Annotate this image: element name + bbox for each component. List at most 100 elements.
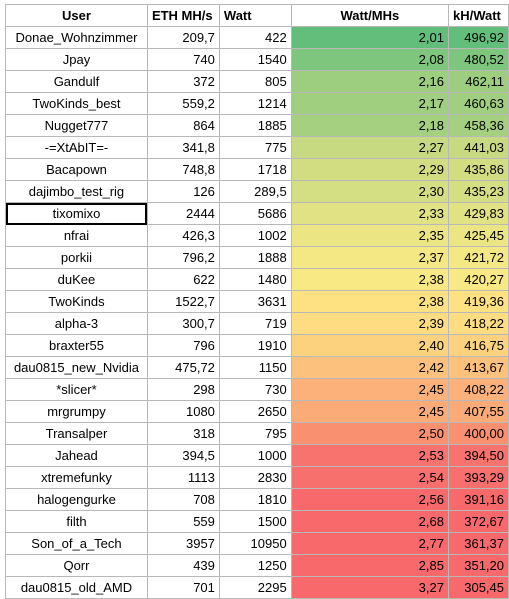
kh-per-watt-cell[interactable]: 418,22 [447, 312, 509, 335]
eth-cell[interactable]: 209,7 [146, 26, 220, 49]
eth-cell[interactable]: 796,2 [146, 246, 220, 269]
user-cell[interactable]: dau0815_old_AMD [5, 576, 148, 599]
watt-per-mhs-cell[interactable]: 2,68 [290, 510, 449, 533]
watt-per-mhs-cell[interactable]: 2,08 [290, 48, 449, 71]
eth-cell[interactable]: 864 [146, 114, 220, 137]
kh-per-watt-cell[interactable]: 400,00 [447, 422, 509, 445]
watt-per-mhs-cell[interactable]: 2,39 [290, 312, 449, 335]
user-cell[interactable]: Bacapown [5, 158, 148, 181]
user-cell[interactable]: Donae_Wohnzimmer [5, 26, 148, 49]
watt-per-mhs-cell[interactable]: 2,56 [290, 488, 449, 511]
watt-cell[interactable]: 422 [218, 26, 292, 49]
watt-per-mhs-cell[interactable]: 2,33 [290, 202, 449, 225]
eth-cell[interactable]: 475,72 [146, 356, 220, 379]
watt-cell[interactable]: 3631 [218, 290, 292, 313]
user-cell[interactable]: porkii [5, 246, 148, 269]
watt-per-mhs-cell[interactable]: 2,45 [290, 378, 449, 401]
eth-cell[interactable]: 701 [146, 576, 220, 599]
header-user[interactable]: User [5, 4, 148, 27]
watt-per-mhs-cell[interactable]: 2,18 [290, 114, 449, 137]
watt-cell[interactable]: 1885 [218, 114, 292, 137]
kh-per-watt-cell[interactable]: 420,27 [447, 268, 509, 291]
watt-per-mhs-cell[interactable]: 2,37 [290, 246, 449, 269]
watt-cell[interactable]: 1888 [218, 246, 292, 269]
eth-cell[interactable]: 559,2 [146, 92, 220, 115]
watt-per-mhs-cell[interactable]: 2,53 [290, 444, 449, 467]
kh-per-watt-cell[interactable]: 441,03 [447, 136, 509, 159]
user-cell[interactable]: nfrai [5, 224, 148, 247]
user-cell[interactable]: Qorr [5, 554, 148, 577]
user-cell[interactable]: Jpay [5, 48, 148, 71]
watt-cell[interactable]: 795 [218, 422, 292, 445]
watt-cell[interactable]: 2650 [218, 400, 292, 423]
watt-cell[interactable]: 1718 [218, 158, 292, 181]
user-cell[interactable]: dau0815_new_Nvidia [5, 356, 148, 379]
user-cell[interactable]: tixomixo [5, 202, 148, 225]
eth-cell[interactable]: 1080 [146, 400, 220, 423]
header-eth-mhs[interactable]: ETH MH/s [146, 4, 220, 27]
watt-per-mhs-cell[interactable]: 2,30 [290, 180, 449, 203]
watt-cell[interactable]: 719 [218, 312, 292, 335]
watt-cell[interactable]: 1250 [218, 554, 292, 577]
kh-per-watt-cell[interactable]: 393,29 [447, 466, 509, 489]
kh-per-watt-cell[interactable]: 435,23 [447, 180, 509, 203]
kh-per-watt-cell[interactable]: 460,63 [447, 92, 509, 115]
user-cell[interactable]: halogengurke [5, 488, 148, 511]
kh-per-watt-cell[interactable]: 419,36 [447, 290, 509, 313]
watt-cell[interactable]: 1910 [218, 334, 292, 357]
watt-per-mhs-cell[interactable]: 2,42 [290, 356, 449, 379]
eth-cell[interactable]: 300,7 [146, 312, 220, 335]
user-cell[interactable]: dajimbo_test_rig [5, 180, 148, 203]
user-cell[interactable]: Son_of_a_Tech [5, 532, 148, 555]
kh-per-watt-cell[interactable]: 421,72 [447, 246, 509, 269]
watt-cell[interactable]: 289,5 [218, 180, 292, 203]
watt-cell[interactable]: 1002 [218, 224, 292, 247]
eth-cell[interactable]: 1113 [146, 466, 220, 489]
watt-per-mhs-cell[interactable]: 2,01 [290, 26, 449, 49]
kh-per-watt-cell[interactable]: 416,75 [447, 334, 509, 357]
watt-per-mhs-cell[interactable]: 2,38 [290, 268, 449, 291]
user-cell[interactable]: Jahead [5, 444, 148, 467]
user-cell[interactable]: TwoKinds_best [5, 92, 148, 115]
eth-cell[interactable]: 126 [146, 180, 220, 203]
header-watt[interactable]: Watt [218, 4, 292, 27]
eth-cell[interactable]: 748,8 [146, 158, 220, 181]
eth-cell[interactable]: 622 [146, 268, 220, 291]
kh-per-watt-cell[interactable]: 351,20 [447, 554, 509, 577]
kh-per-watt-cell[interactable]: 407,55 [447, 400, 509, 423]
kh-per-watt-cell[interactable]: 462,11 [447, 70, 509, 93]
eth-cell[interactable]: 372 [146, 70, 220, 93]
kh-per-watt-cell[interactable]: 496,92 [447, 26, 509, 49]
watt-cell[interactable]: 2295 [218, 576, 292, 599]
user-cell[interactable]: mrgrumpy [5, 400, 148, 423]
watt-per-mhs-cell[interactable]: 2,29 [290, 158, 449, 181]
watt-per-mhs-cell[interactable]: 2,35 [290, 224, 449, 247]
watt-per-mhs-cell[interactable]: 2,40 [290, 334, 449, 357]
watt-per-mhs-cell[interactable]: 2,38 [290, 290, 449, 313]
eth-cell[interactable]: 2444 [146, 202, 220, 225]
kh-per-watt-cell[interactable]: 408,22 [447, 378, 509, 401]
kh-per-watt-cell[interactable]: 425,45 [447, 224, 509, 247]
eth-cell[interactable]: 394,5 [146, 444, 220, 467]
watt-cell[interactable]: 730 [218, 378, 292, 401]
watt-per-mhs-cell[interactable]: 2,54 [290, 466, 449, 489]
header-kh-per-watt[interactable]: kH/Watt [447, 4, 509, 27]
watt-cell[interactable]: 5686 [218, 202, 292, 225]
watt-cell[interactable]: 10950 [218, 532, 292, 555]
watt-per-mhs-cell[interactable]: 2,50 [290, 422, 449, 445]
kh-per-watt-cell[interactable]: 458,36 [447, 114, 509, 137]
eth-cell[interactable]: 708 [146, 488, 220, 511]
user-cell[interactable]: xtremefunky [5, 466, 148, 489]
watt-cell[interactable]: 1810 [218, 488, 292, 511]
user-cell[interactable]: TwoKinds [5, 290, 148, 313]
watt-per-mhs-cell[interactable]: 2,17 [290, 92, 449, 115]
eth-cell[interactable]: 341,8 [146, 136, 220, 159]
watt-cell[interactable]: 2830 [218, 466, 292, 489]
watt-cell[interactable]: 1480 [218, 268, 292, 291]
watt-per-mhs-cell[interactable]: 3,27 [290, 576, 449, 599]
kh-per-watt-cell[interactable]: 413,67 [447, 356, 509, 379]
watt-cell[interactable]: 775 [218, 136, 292, 159]
watt-cell[interactable]: 1150 [218, 356, 292, 379]
user-cell[interactable]: filth [5, 510, 148, 533]
watt-cell[interactable]: 1000 [218, 444, 292, 467]
